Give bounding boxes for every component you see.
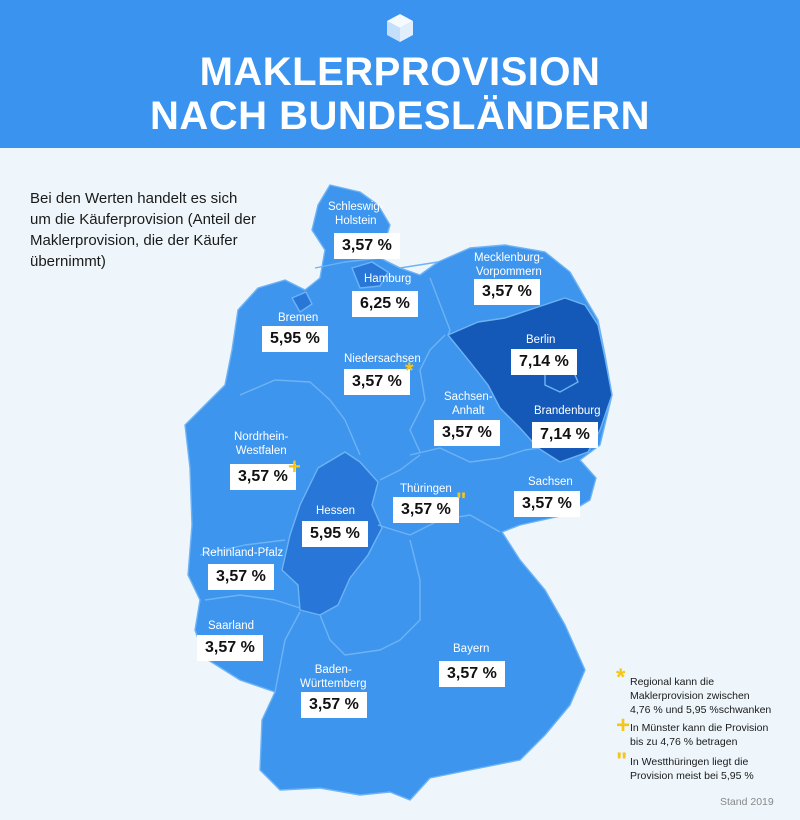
value-sachsen-anhalt: 3,57 % (434, 420, 500, 446)
label-mv-line2: Vorpommern (475, 266, 542, 278)
label-schleswig-holstein-line2: Holstein (335, 215, 377, 227)
label-thueringen: Thüringen (400, 483, 452, 495)
label-nrw-line2: Westfalen (235, 445, 287, 457)
legend-note-quote: In Westthüringen liegt die Provision mei… (630, 755, 790, 783)
brandenburg-region (447, 297, 613, 463)
label-sachsen-anhalt-line1: Sachsen- (444, 391, 493, 403)
label-bayern: Bayern (453, 643, 490, 655)
legend-note-plus-line1: In Münster kann die Provision (630, 722, 769, 734)
value-mecklenburg-vorpommern: 3,57 % (474, 279, 540, 305)
value-niedersachsen: 3,57 % (344, 369, 410, 395)
page-title-line1: MAKLERPROVISION (199, 50, 601, 94)
value-rheinland-pfalz: 3,57 % (208, 564, 274, 590)
legend-note-quote-line2: Provision meist bei 5,95 % (630, 770, 754, 782)
label-rheinland-pfalz: Rehinland-Pfalz (202, 547, 284, 559)
label-bw-line1: Baden- (314, 664, 352, 676)
page-title-line2: NACH BUNDESLÄNDERN (149, 94, 651, 138)
quote-marker-thueringen: " (456, 488, 467, 513)
hamburg-region (351, 261, 389, 289)
label-hessen: Hessen (316, 505, 355, 517)
label-baden-wuerttemberg: Baden- Württemberg (300, 663, 366, 691)
label-schleswig-holstein: Schleswig- Holstein (328, 200, 384, 228)
header-banner: MAKLERPROVISION NACH BUNDESLÄNDERN (0, 0, 800, 148)
label-bw-line2: Württemberg (300, 678, 367, 690)
label-berlin: Berlin (526, 334, 556, 346)
legend-asterisk-icon: * (616, 664, 626, 691)
label-sachsen: Sachsen (528, 476, 573, 488)
label-mecklenburg-vorpommern: Mecklenburg- Vorpommern (474, 251, 544, 279)
label-nrw-line1: Nordrhein- (234, 431, 289, 443)
label-saarland: Saarland (208, 620, 255, 632)
legend-note-asterisk-line3: 4,76 % und 5,95 %schwanken (630, 704, 772, 716)
label-schleswig-holstein-line1: Schleswig- (328, 201, 384, 213)
label-hamburg: Hamburg (364, 273, 412, 285)
legend-note-plus-line2: bis zu 4,76 % betragen (630, 736, 738, 748)
legend-note-asterisk-line2: Maklerprovision zwischen (630, 690, 750, 702)
legend-note-plus: In Münster kann die Provision bis zu 4,7… (630, 721, 790, 749)
cube-icon (387, 14, 413, 42)
label-sachsen-anhalt: Sachsen- Anhalt (444, 390, 493, 418)
value-baden-wuerttemberg: 3,57 % (301, 692, 367, 718)
label-mv-line1: Mecklenburg- (474, 252, 544, 264)
stand-footer: Stand 2019 (720, 796, 774, 808)
intro-text: Bei den Werten handelt es sich um die Kä… (30, 190, 256, 270)
value-bayern: 3,57 % (439, 661, 505, 687)
legend-note-quote-line1: In Westthüringen liegt die (630, 756, 749, 768)
label-sachsen-anhalt-line2: Anhalt (451, 405, 485, 417)
legend-note-asterisk: Regional kann die Maklerprovision zwisch… (630, 675, 790, 717)
value-saarland: 3,57 % (197, 635, 263, 661)
label-brandenburg: Brandenburg (534, 405, 601, 417)
value-hamburg: 6,25 % (352, 291, 418, 317)
value-hessen: 5,95 % (302, 521, 368, 547)
legend-plus-icon: + (616, 712, 631, 739)
value-berlin: 7,14 % (511, 349, 577, 375)
legend-note-asterisk-line1: Regional kann die (630, 676, 715, 688)
value-thueringen: 3,57 % (393, 497, 459, 523)
value-sachsen: 3,57 % (514, 491, 580, 517)
legend-quote-icon: " (616, 748, 628, 775)
label-niedersachsen: Niedersachsen (344, 353, 421, 365)
asterisk-marker-niedersachsen: * (405, 358, 414, 383)
value-brandenburg: 7,14 % (532, 422, 598, 448)
label-bremen: Bremen (278, 312, 319, 324)
bremen-region (291, 291, 313, 313)
value-schleswig-holstein: 3,57 % (334, 233, 400, 259)
plus-marker-nordrhein-westfalen: + (288, 454, 301, 479)
value-nordrhein-westfalen: 3,57 % (230, 464, 296, 490)
value-bremen: 5,95 % (262, 326, 328, 352)
label-nordrhein-westfalen: Nordrhein- Westfalen (234, 430, 288, 458)
